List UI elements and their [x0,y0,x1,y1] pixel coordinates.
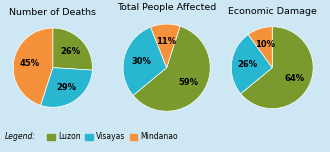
Wedge shape [41,68,92,107]
Wedge shape [53,28,92,70]
Text: 10%: 10% [255,40,275,49]
Text: 26%: 26% [238,60,258,69]
Title: Number of Deaths: Number of Deaths [9,8,96,17]
Legend: Luzon, Visayas, Mindanao: Luzon, Visayas, Mindanao [44,129,181,144]
Wedge shape [241,27,313,109]
Text: 29%: 29% [56,83,76,92]
Text: Legend:: Legend: [5,132,36,141]
Text: 45%: 45% [19,59,39,68]
Text: 26%: 26% [60,47,80,56]
Text: 64%: 64% [284,74,305,83]
Title: Economic Damage: Economic Damage [228,7,317,16]
Text: 11%: 11% [156,37,176,46]
Wedge shape [231,35,272,94]
Title: Total People Affected: Total People Affected [117,3,216,12]
Wedge shape [123,27,167,95]
Wedge shape [248,27,272,68]
Text: 59%: 59% [178,78,198,87]
Wedge shape [13,28,53,105]
Text: 30%: 30% [131,57,151,66]
Wedge shape [150,24,180,68]
Wedge shape [133,26,210,111]
